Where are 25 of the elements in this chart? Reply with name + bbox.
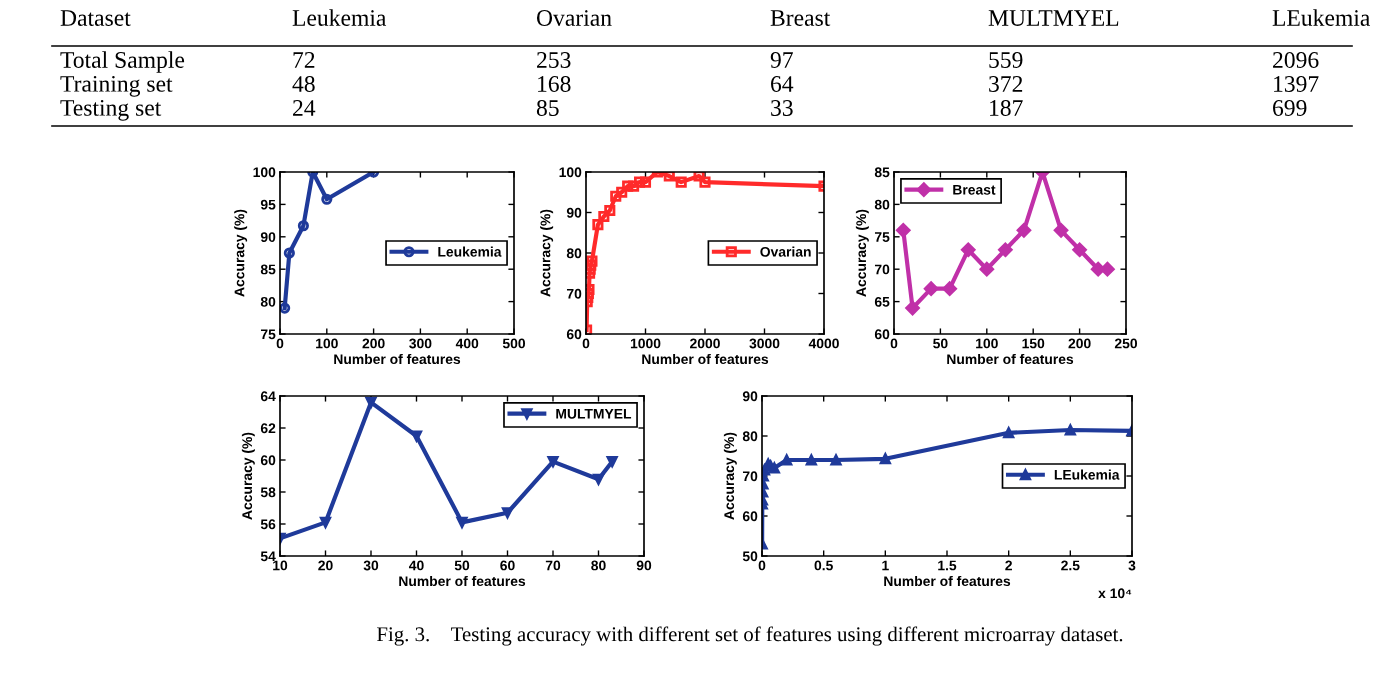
category-label: LEukemia — [1272, 9, 1371, 26]
text: 699 — [1273, 100, 1307, 116]
category-label: MULTMYEL — [988, 10, 1119, 26]
category-label: Leukemia — [292, 9, 387, 26]
text: 48 — [292, 75, 315, 92]
text: 372 — [989, 76, 1023, 92]
text: 24 — [293, 100, 316, 116]
category-label: Training set — [60, 75, 173, 97]
category-label: Ovarian — [536, 10, 612, 26]
text: 33 — [771, 100, 793, 116]
text: 253 — [537, 52, 571, 68]
category-label: Testing set — [60, 99, 162, 121]
text: 72 — [293, 52, 315, 68]
text: 85 — [536, 99, 559, 116]
text: 64 — [771, 76, 794, 92]
category-label: Total Sample — [60, 51, 185, 73]
text: 187 — [990, 99, 1023, 116]
text: 97 — [770, 52, 793, 68]
text: 1397 — [1274, 76, 1319, 92]
text: 559 — [989, 52, 1023, 68]
text: 168 — [538, 75, 571, 92]
category-label: Dataset — [60, 10, 131, 26]
category-label: Breast — [770, 10, 831, 26]
text: 2096 — [1273, 51, 1319, 68]
caption: Fig. 3. Testing accuracy with different set of features using different microarray dataset. — [377, 626, 1123, 646]
